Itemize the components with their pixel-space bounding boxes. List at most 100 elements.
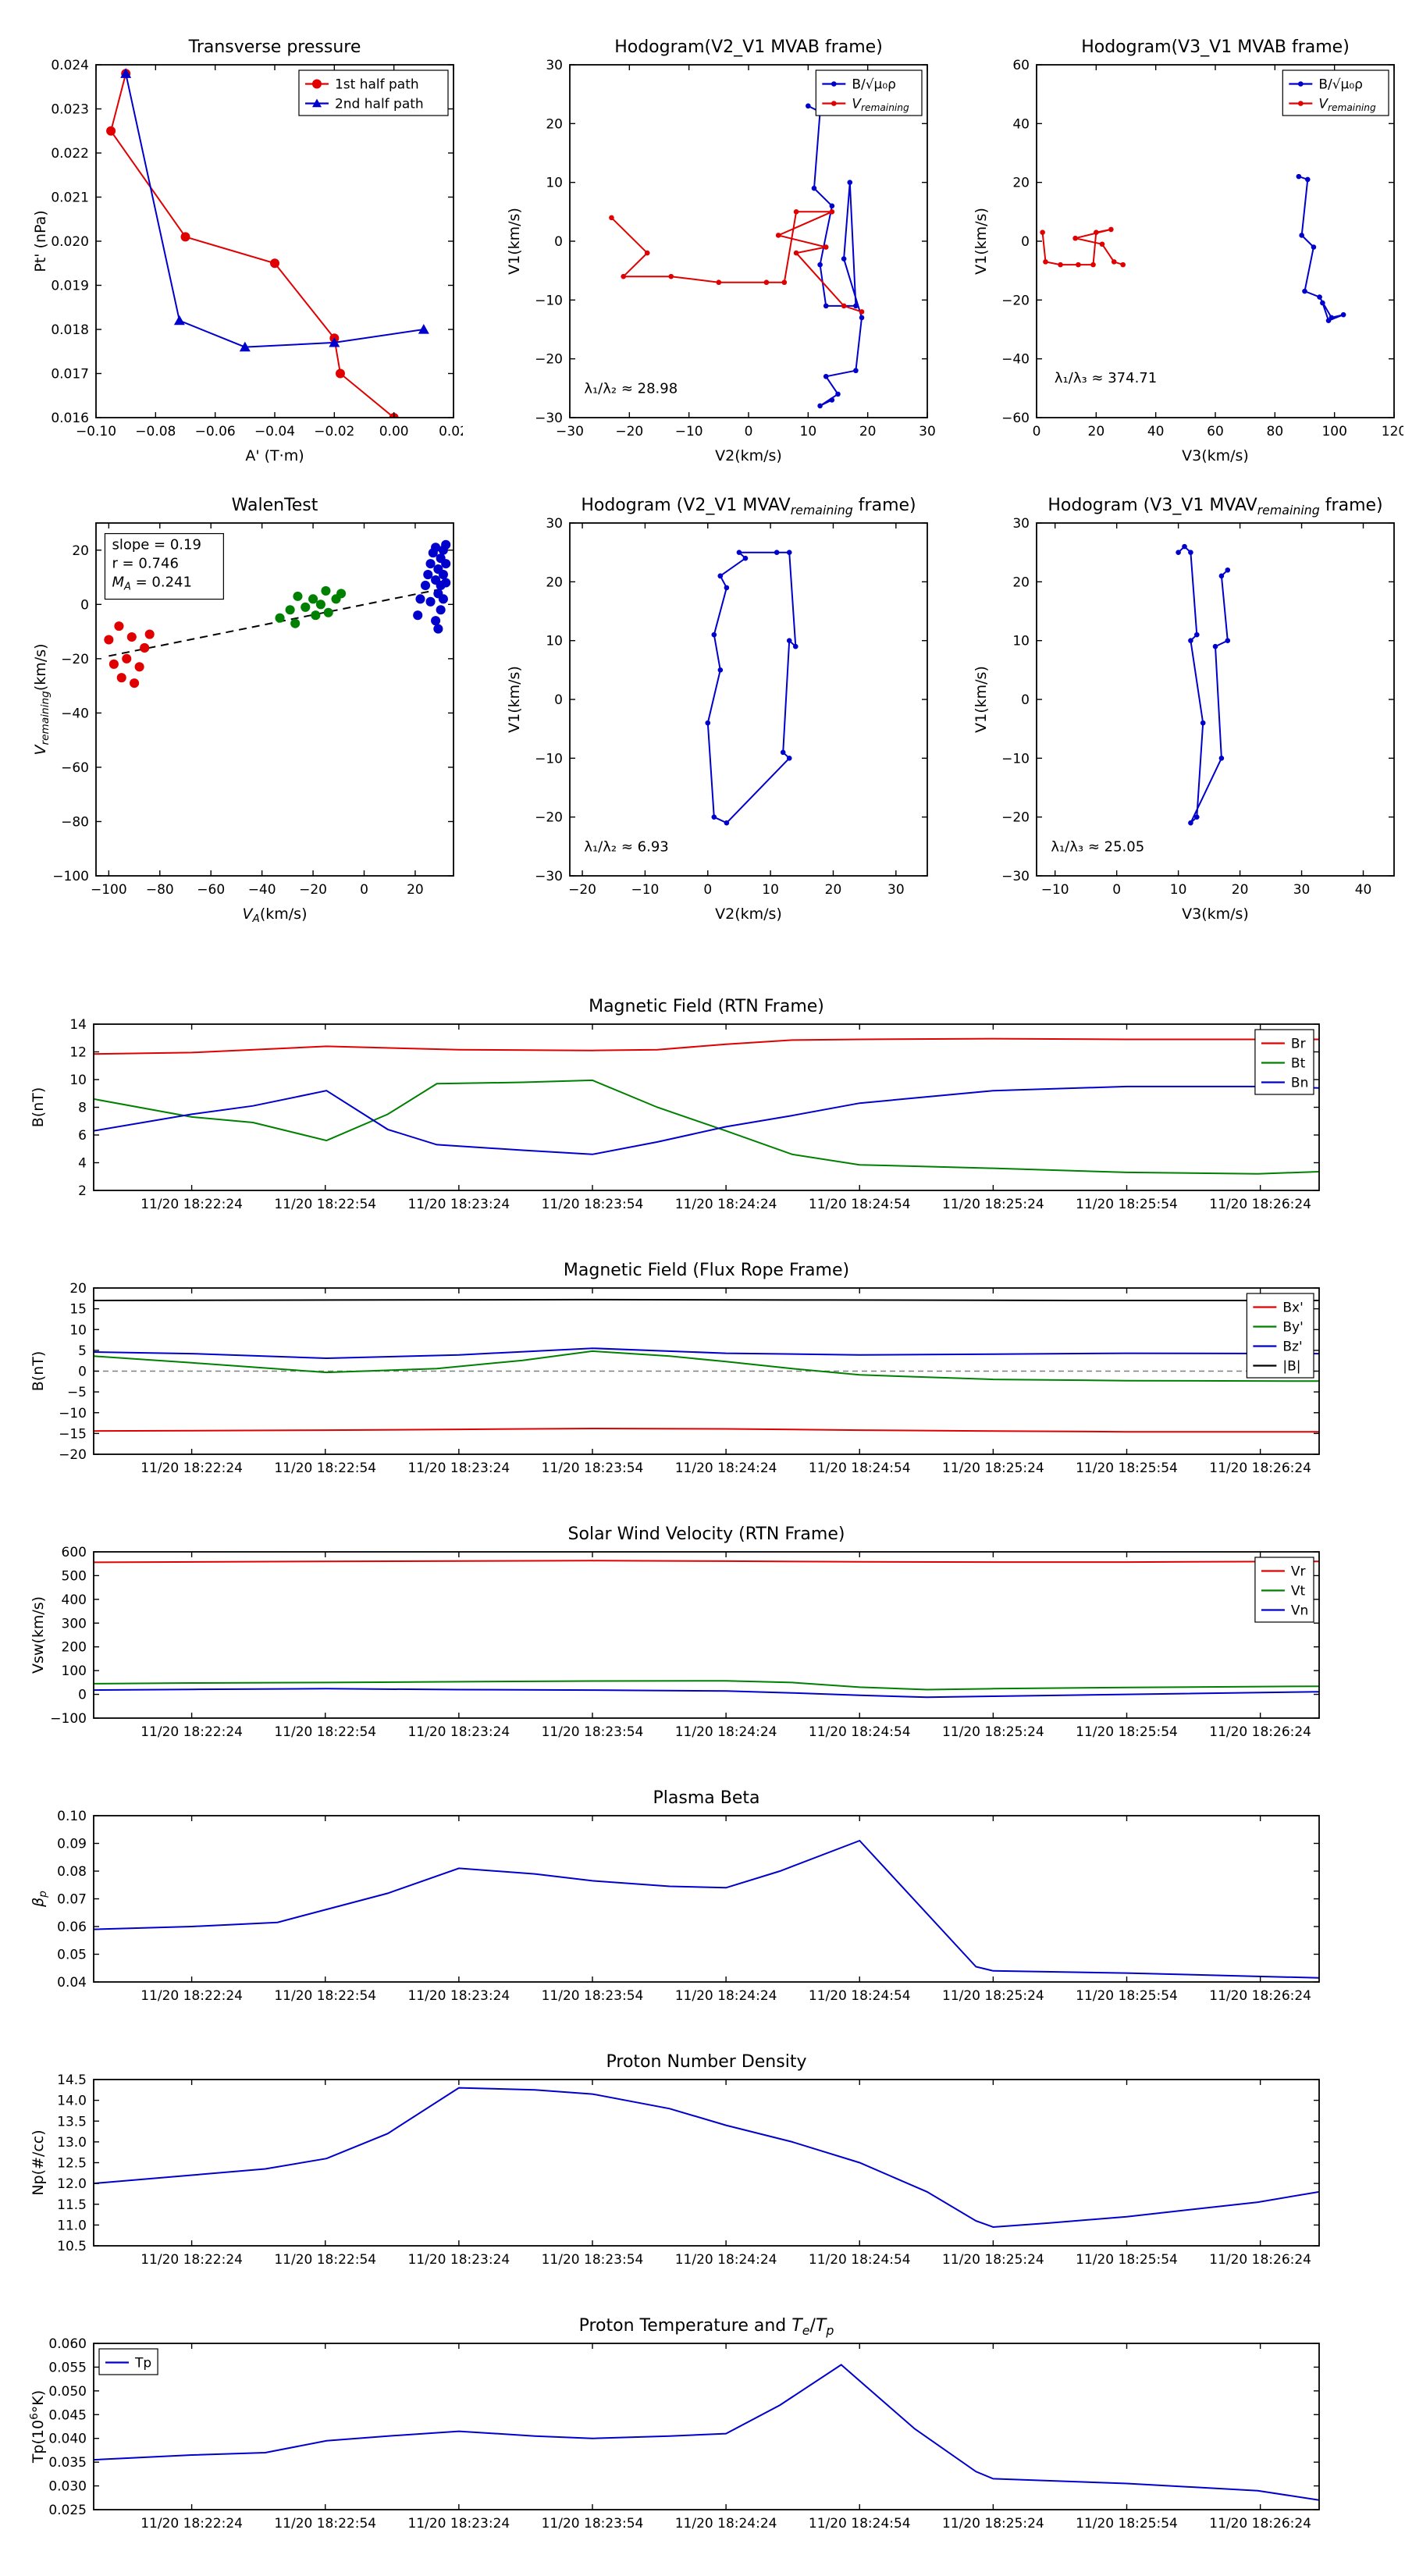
x-tick-label: 11/20 18:24:54 xyxy=(809,1197,911,1212)
y-axis-label: V1(km/s) xyxy=(973,666,990,733)
series-V-remaining xyxy=(609,209,865,315)
x-tick-label: 11/20 18:23:24 xyxy=(407,1724,510,1740)
x-axis-label: A' (T·m) xyxy=(245,447,304,464)
x-tick-label: 10 xyxy=(1170,882,1187,898)
ticks: 11/20 18:22:24 11/20 18:22:54 11/20 18:23:… xyxy=(48,2336,1319,2532)
legend: Tp xyxy=(98,2348,158,2375)
y-tick-label: 10 xyxy=(69,1322,87,1338)
x-tick-label: 11/20 18:25:54 xyxy=(1076,1988,1178,2004)
transverse-pressure-svg: −0.10 −0.08 −0.06 −0.04 −0.02 0.00 0.02 0.016 0.… xyxy=(30,20,468,476)
mag-rtn-svg: 11/20 18:22:24 11/20 18:22:54 11/20 18:23:… xyxy=(27,991,1339,1226)
proton-density-svg: 11/20 18:22:24 11/20 18:22:54 11/20 18:23:… xyxy=(27,2047,1339,2281)
y-tick-label: 500 xyxy=(62,1568,87,1584)
y-tick-label: 0.06 xyxy=(57,1920,87,1935)
legend-label: Vremaining xyxy=(1318,97,1376,114)
x-tick-label: 100 xyxy=(1321,424,1346,439)
y-tick-label: 60 xyxy=(1012,58,1030,73)
y-tick-label: 12.5 xyxy=(57,2156,87,2172)
y-tick-label: 30 xyxy=(1012,516,1030,532)
series-Tp xyxy=(94,2364,1319,2501)
chart-title: Hodogram(V2_V1 MVAB frame) xyxy=(614,37,883,57)
y-tick-label: 0.050 xyxy=(48,2384,87,2400)
stats-line: r = 0.746 xyxy=(112,556,178,572)
x-tick-label: 80 xyxy=(1267,424,1284,439)
y-axis-label: Vsw(km/s) xyxy=(30,1596,47,1674)
chart-proton-number-density: 11/20 18:22:24 11/20 18:22:54 11/20 18:23:… xyxy=(27,2047,1339,2281)
y-tick-label: −10 xyxy=(535,293,563,308)
x-axis-label: V2(km/s) xyxy=(715,906,782,923)
x-tick-label: 11/20 18:25:24 xyxy=(942,1461,1044,1476)
series-Bz-prime xyxy=(94,1347,1319,1360)
chart-hodogram-v2v1-mvav: −20 −10 0 10 20 30 −30 −20 −10 0 10 20 30 Hodogram (V… xyxy=(503,478,937,934)
x-tick-label: 11/20 18:22:24 xyxy=(140,1461,243,1476)
x-tick-label: −20 xyxy=(568,882,596,898)
y-tick-label: 0.040 xyxy=(48,2432,87,2447)
hodogram-v3v1-mvab-svg: 0 20 40 60 80 100 120 −60 −40 −20 0 20 40 60 Hodogram(… xyxy=(970,20,1405,476)
legend-label: Bx' xyxy=(1282,1300,1303,1316)
x-tick-label: 11/20 18:25:24 xyxy=(942,1197,1044,1212)
ticks: 11/20 18:22:24 11/20 18:22:54 11/20 18:23:… xyxy=(57,2073,1319,2268)
y-tick-label: −20 xyxy=(535,810,563,826)
ticks: 11/20 18:22:24 11/20 18:22:54 11/20 18:23:… xyxy=(57,1809,1319,2004)
y-tick-label: 0.060 xyxy=(48,2336,87,2352)
chart-magnetic-field-rtn: 11/20 18:22:24 11/20 18:22:54 11/20 18:23:… xyxy=(27,991,1339,1226)
series-Bt xyxy=(94,1079,1319,1175)
x-tick-label: 11/20 18:23:54 xyxy=(542,1197,644,1212)
series-V-hodogram xyxy=(1176,543,1231,826)
x-tick-label: 11/20 18:22:24 xyxy=(140,1197,243,1212)
chart-hodogram-v3v1-mvab: 0 20 40 60 80 100 120 −60 −40 −20 0 20 40 60 Hodogram(… xyxy=(970,20,1405,476)
chart-title: Proton Temperature and Te/Tp xyxy=(579,2316,834,2338)
y-tick-label: 0 xyxy=(554,692,563,708)
y-tick-label: 0.024 xyxy=(51,58,89,73)
plot-area xyxy=(1040,173,1346,324)
y-tick-label: 0.025 xyxy=(48,2503,87,2518)
x-tick-label: −0.08 xyxy=(135,424,176,439)
y-tick-label: 12.0 xyxy=(57,2176,87,2192)
y-tick-label: −20 xyxy=(1001,293,1030,308)
x-tick-label: 0 xyxy=(703,882,712,898)
legend-label: Vt xyxy=(1291,1584,1306,1599)
axes-frame xyxy=(95,522,454,877)
y-tick-label: 13.5 xyxy=(57,2114,87,2129)
y-axis-label: B(nT) xyxy=(30,1087,47,1128)
y-tick-label: −20 xyxy=(61,652,89,667)
x-tick-label: 20 xyxy=(407,882,424,898)
x-tick-label: 11/20 18:26:24 xyxy=(1209,1724,1311,1740)
legend-label: B/√μ₀ρ xyxy=(852,77,896,93)
y-tick-label: 30 xyxy=(546,58,563,73)
y-axis-label: B(nT) xyxy=(30,1351,47,1392)
x-tick-label: 11/20 18:23:24 xyxy=(407,2516,510,2532)
x-tick-label: 11/20 18:22:24 xyxy=(140,2252,243,2268)
ticks: −30 −20 −10 0 10 20 30 −30 −20 −10 0 10 20 30 xyxy=(535,58,936,439)
y-axis-label: Pt' (nPa) xyxy=(32,210,49,272)
y-axis-label: Tp(106°K) xyxy=(28,2390,47,2464)
chart-title: Proton Number Density xyxy=(606,2052,807,2072)
y-tick-label: 0.09 xyxy=(57,1837,87,1852)
y-tick-label: 0.018 xyxy=(51,322,89,338)
x-tick-label: 11/20 18:23:24 xyxy=(407,1988,510,2004)
y-tick-label: −20 xyxy=(1001,810,1030,826)
x-tick-label: 120 xyxy=(1382,424,1403,439)
hodogram-v2v1-mvav-svg: −20 −10 0 10 20 30 −30 −20 −10 0 10 20 30 Hodogram (V… xyxy=(503,478,937,934)
x-tick-label: 11/20 18:25:24 xyxy=(942,2252,1044,2268)
annotation: λ₁/λ₂ ≈ 6.93 xyxy=(584,838,668,855)
y-tick-label: −10 xyxy=(535,751,563,767)
series-Vr xyxy=(94,1560,1319,1564)
x-tick-label: 11/20 18:23:54 xyxy=(542,1988,644,2004)
y-tick-label: −40 xyxy=(1001,352,1030,368)
y-axis-label: Np(#/cc) xyxy=(30,2129,47,2195)
x-tick-label: 11/20 18:23:54 xyxy=(542,1724,644,1740)
x-tick-label: 0 xyxy=(745,424,753,439)
x-tick-label: 11/20 18:26:24 xyxy=(1209,1461,1311,1476)
y-tick-label: 0 xyxy=(78,1688,87,1703)
x-tick-label: 11/20 18:23:54 xyxy=(542,2252,644,2268)
y-tick-label: 4 xyxy=(78,1156,87,1172)
x-tick-label: 11/20 18:26:24 xyxy=(1209,1988,1311,2004)
x-tick-label: −20 xyxy=(299,882,327,898)
y-tick-label: 0.023 xyxy=(51,102,89,118)
y-tick-label: 0.05 xyxy=(57,1948,87,1963)
ticks: 11/20 18:22:24 11/20 18:22:54 11/20 18:23:… xyxy=(69,1017,1319,1212)
legend-label: 2nd half path xyxy=(335,97,424,112)
y-tick-label: −30 xyxy=(535,411,563,426)
series-Vt xyxy=(94,1680,1319,1691)
